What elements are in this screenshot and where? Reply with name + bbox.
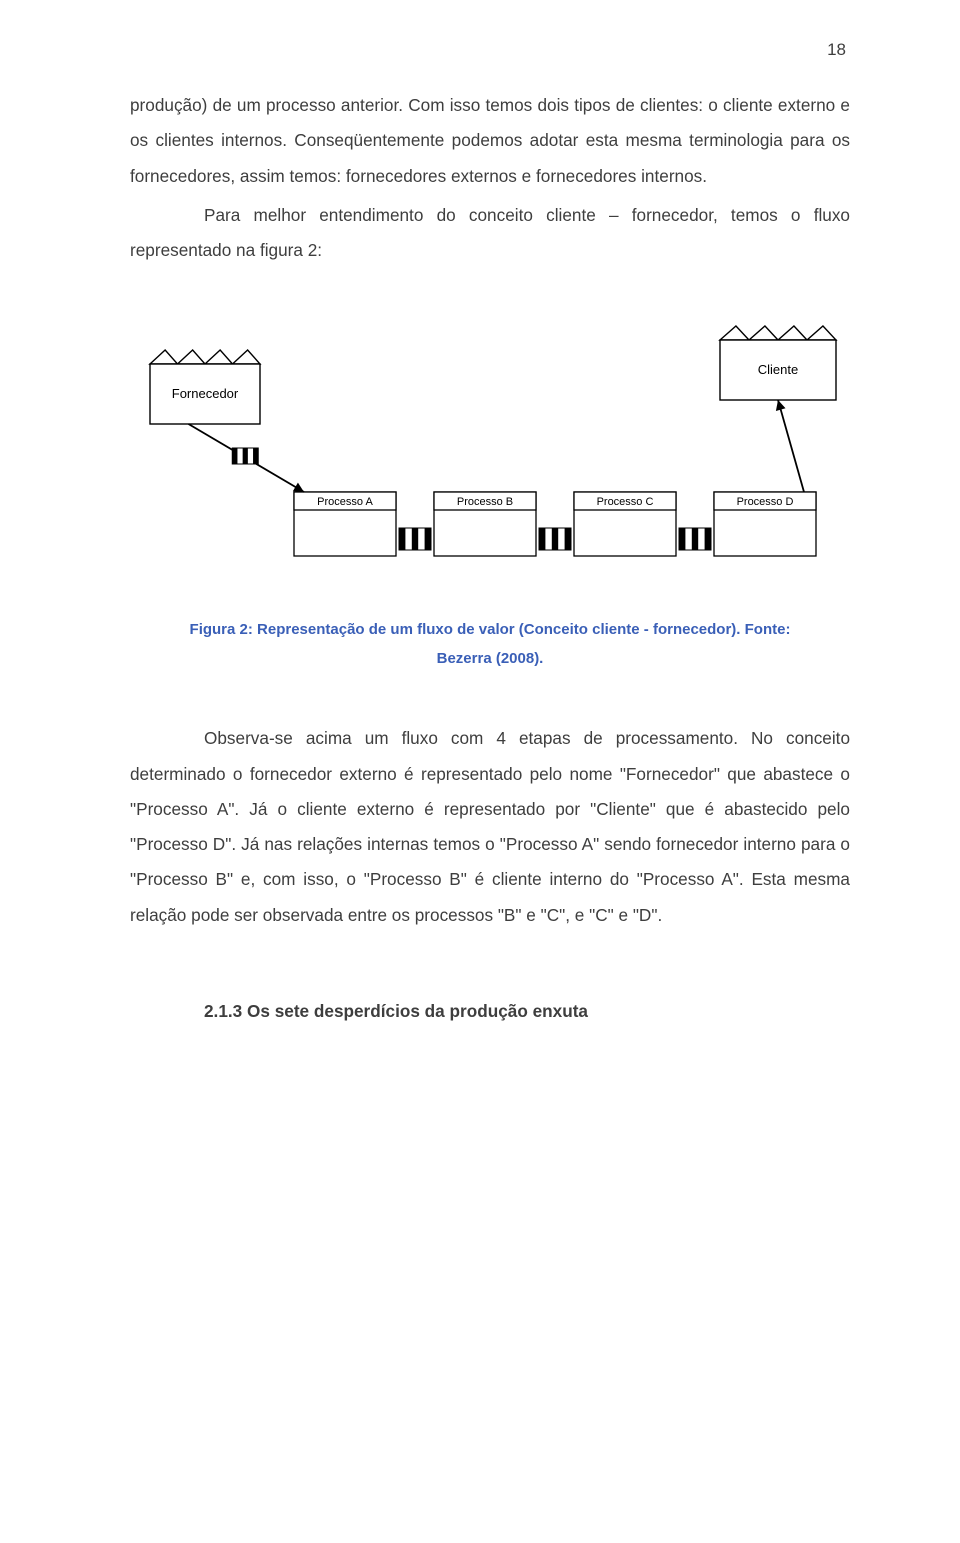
paragraph-3: Observa-se acima um fluxo com 4 etapas d… [130,721,850,933]
section-heading-text: 2.1.3 Os sete desperdícios da produção e… [204,1001,588,1021]
flow-diagram: Fornecedor Cliente Processo A Processo B Pro… [130,316,850,576]
svg-text:Processo B: Processo B [457,496,513,508]
page-number-value: 18 [827,40,846,59]
figure-caption: Figura 2: Representação de um fluxo de v… [130,616,850,673]
paragraph-text: Observa-se acima um fluxo com 4 etapas d… [130,728,850,924]
caption-line-2: Bezerra (2008). [437,650,544,667]
paragraph-1: produção) de um processo anterior. Com i… [130,88,850,194]
svg-text:Fornecedor: Fornecedor [172,386,239,401]
page-number: 18 [130,40,850,60]
caption-line-1: Figura 2: Representação de um fluxo de v… [190,621,791,638]
paragraph-text: Para melhor entendimento do conceito cli… [130,205,850,260]
flow-svg: Fornecedor Cliente Processo A Processo B Pro… [130,316,850,576]
paragraph-2: Para melhor entendimento do conceito cli… [130,198,850,269]
svg-text:Cliente: Cliente [758,362,798,377]
svg-text:Processo A: Processo A [317,496,373,508]
section-heading: 2.1.3 Os sete desperdícios da produção e… [130,1001,850,1022]
svg-text:Processo C: Processo C [597,496,654,508]
svg-text:Processo D: Processo D [737,496,794,508]
paragraph-text: produção) de um processo anterior. Com i… [130,95,850,186]
